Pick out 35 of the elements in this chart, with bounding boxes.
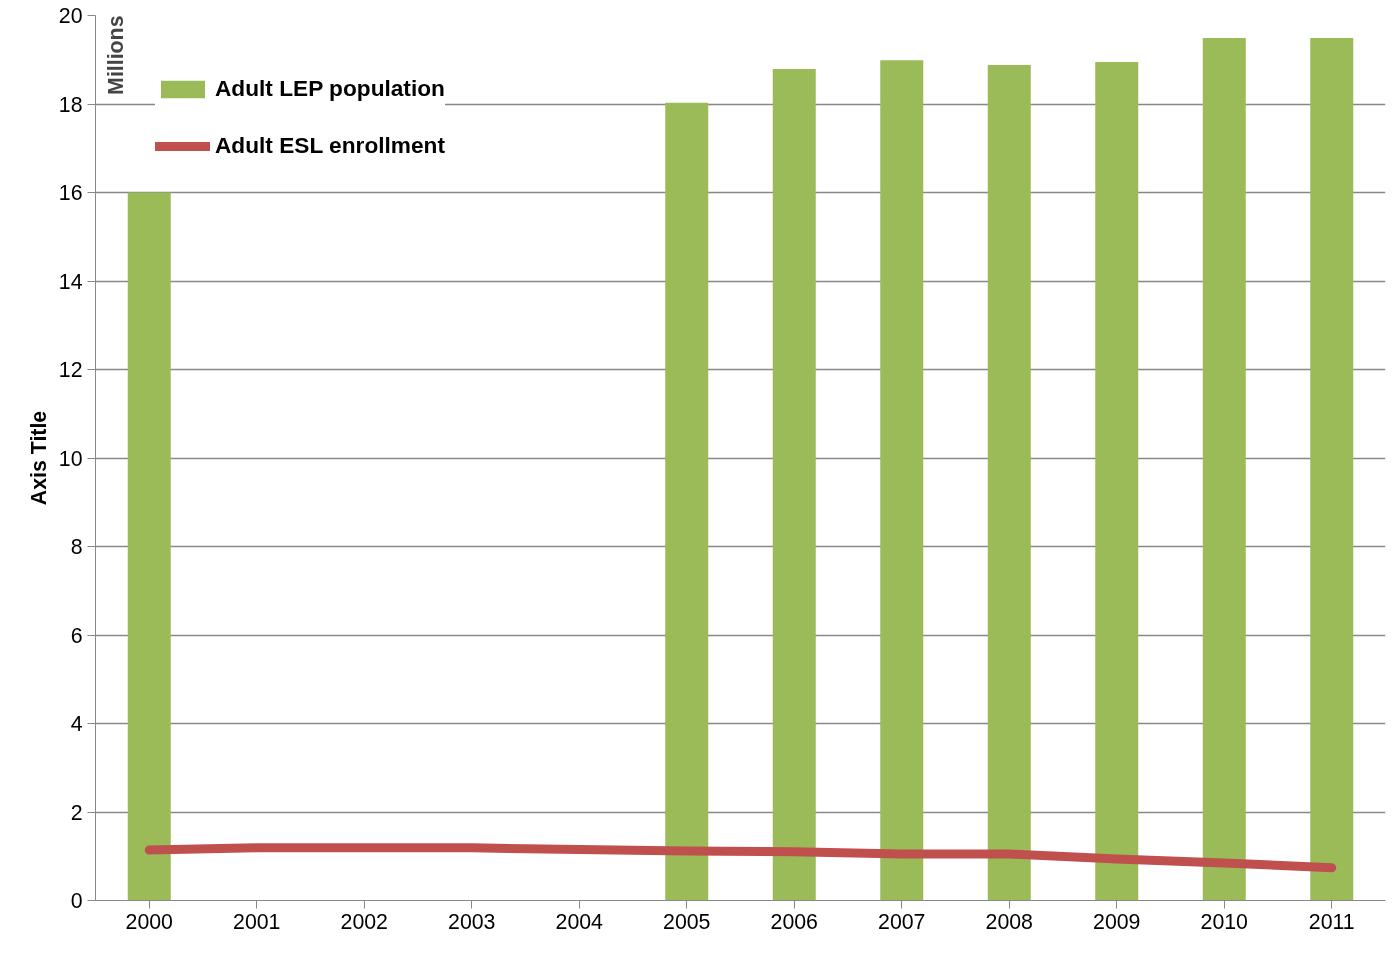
y-tick-label: 0: [70, 889, 83, 913]
y-tick-label: 2: [70, 800, 83, 825]
x-tick-label: 2001: [233, 909, 281, 934]
y-tick-label: 16: [58, 181, 83, 205]
x-tick-label: 2007: [878, 909, 926, 934]
bar: [1095, 61, 1139, 901]
bar: [880, 60, 924, 901]
y-tick-label: 12: [58, 358, 83, 382]
bar: [665, 102, 709, 901]
x-tick-label: 2002: [340, 909, 388, 934]
x-tick-label: 2003: [448, 909, 496, 934]
bar: [1310, 38, 1354, 901]
x-tick-label: 2004: [555, 909, 604, 934]
y-tick-label: 10: [58, 446, 83, 471]
y-tick-label: 6: [70, 623, 83, 648]
y-tick-label: 8: [70, 535, 83, 559]
annotation: Millions: [103, 15, 128, 95]
bar: [127, 192, 171, 901]
bar: [772, 69, 816, 901]
x-tick-label: 2008: [985, 909, 1033, 934]
x-tick-label: 2009: [1093, 909, 1141, 934]
x-tick-label: 2010: [1200, 909, 1249, 934]
x-tick-label: 2005: [663, 909, 711, 934]
x-tick-label: 2006: [770, 909, 818, 934]
bar: [1202, 38, 1246, 901]
y-tick-label: 20: [58, 4, 83, 28]
x-tick-label: 2011: [1308, 909, 1355, 934]
y-tick-label: 14: [58, 269, 83, 294]
x-tick-label: 2000: [125, 909, 174, 934]
legend-label: Adult LEP population: [215, 75, 445, 102]
y-tick-label: 4: [70, 712, 83, 736]
bar: [987, 65, 1031, 901]
y-axis-title: Axis Title: [26, 410, 51, 506]
legend-label: Adult ESL enrollment: [215, 132, 445, 159]
y-tick-label: 18: [58, 92, 83, 117]
